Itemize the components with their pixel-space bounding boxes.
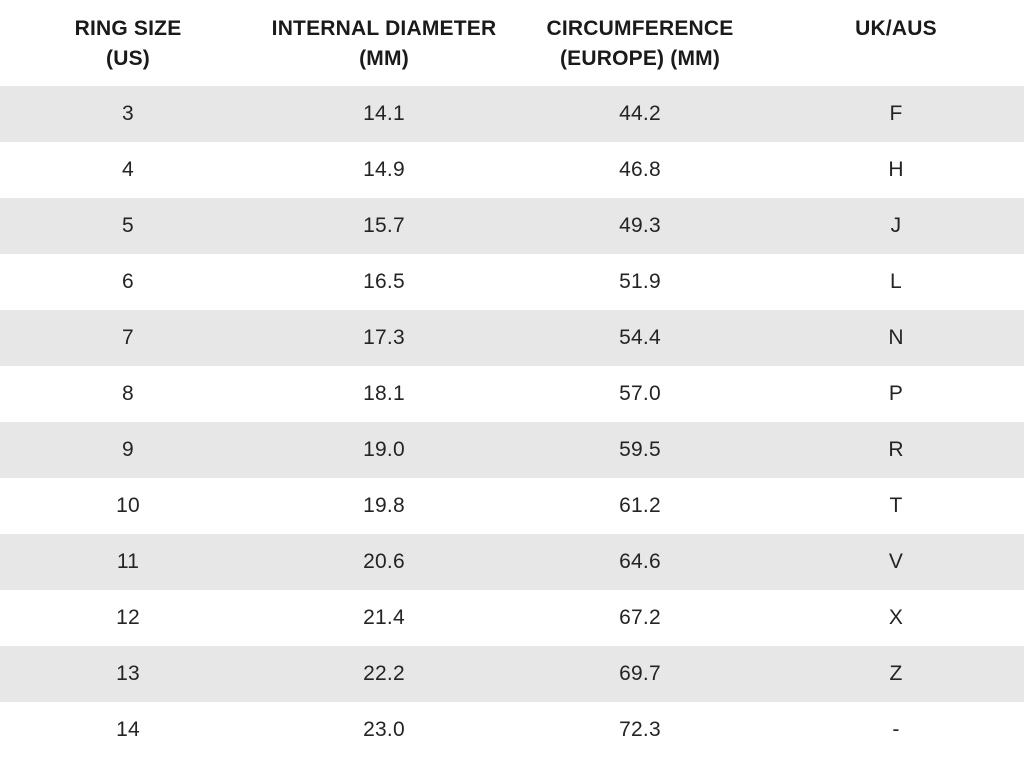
table-header-row: RING SIZE (US) INTERNAL DIAMETER (MM) CI… xyxy=(0,0,1024,86)
table-cell: 21.4 xyxy=(363,606,405,629)
table-cell: 57.0 xyxy=(619,382,661,405)
table-row: 6 16.5 51.9 L xyxy=(0,254,1024,310)
table-row: 3 14.1 44.2 F xyxy=(0,86,1024,142)
table-cell: - xyxy=(892,718,900,741)
table-cell: 14.9 xyxy=(363,158,405,181)
table-cell: 10 xyxy=(116,494,140,517)
table-row: 9 19.0 59.5 R xyxy=(0,422,1024,478)
table-cell: 54.4 xyxy=(619,326,661,349)
table-cell: 5 xyxy=(122,214,134,237)
table-cell: 7 xyxy=(122,326,134,349)
table-row: 11 20.6 64.6 V xyxy=(0,534,1024,590)
table-cell: 51.9 xyxy=(619,270,661,293)
column-header-circumference-europe-mm: CIRCUMFERENCE (EUROPE) (MM) xyxy=(546,17,734,70)
table-cell: 49.3 xyxy=(619,214,661,237)
table-cell: 44.2 xyxy=(619,102,661,125)
table-cell: 19.0 xyxy=(363,438,405,461)
table-cell: 46.8 xyxy=(619,158,661,181)
table-cell: 12 xyxy=(116,606,140,629)
column-header-ring-size-us: RING SIZE (US) xyxy=(74,17,182,70)
table-row: 13 22.2 69.7 Z xyxy=(0,646,1024,702)
table-cell: 20.6 xyxy=(363,550,405,573)
table-cell: 18.1 xyxy=(363,382,405,405)
table-cell: 4 xyxy=(122,158,134,181)
table-cell: F xyxy=(889,102,903,125)
table-cell: Z xyxy=(889,662,903,685)
table-cell: 8 xyxy=(122,382,134,405)
table-cell: 22.2 xyxy=(363,662,405,685)
table-cell: 16.5 xyxy=(363,270,405,293)
table-row: 10 19.8 61.2 T xyxy=(0,478,1024,534)
table-cell: R xyxy=(888,438,904,461)
table-row: 7 17.3 54.4 N xyxy=(0,310,1024,366)
column-header-internal-diameter-mm: INTERNAL DIAMETER (MM) xyxy=(271,17,497,70)
table-cell: J xyxy=(890,214,902,237)
table-cell: 69.7 xyxy=(619,662,661,685)
table-cell: 11 xyxy=(116,550,140,573)
table-cell: T xyxy=(889,494,903,517)
table-cell: 3 xyxy=(122,102,134,125)
table-row: 14 23.0 72.3 - xyxy=(0,702,1024,758)
table-cell: P xyxy=(888,382,904,405)
table-cell: 23.0 xyxy=(363,718,405,741)
column-header-uk-aus: UK/AUS xyxy=(855,17,937,40)
table-cell: 61.2 xyxy=(619,494,661,517)
table-cell: 67.2 xyxy=(619,606,661,629)
table-cell: 64.6 xyxy=(619,550,661,573)
table-cell: 13 xyxy=(116,662,140,685)
table-row: 4 14.9 46.8 H xyxy=(0,142,1024,198)
table-row: 12 21.4 67.2 X xyxy=(0,590,1024,646)
table-cell: N xyxy=(888,326,904,349)
table-cell: V xyxy=(888,550,904,573)
table-body: 3 14.1 44.2 F 4 14.9 46.8 H 5 15.7 49.3 J 6 16.5 51.9 L… xyxy=(0,86,1024,758)
table-cell: L xyxy=(890,270,902,293)
table-cell: 9 xyxy=(122,438,134,461)
table-cell: 19.8 xyxy=(363,494,405,517)
table-cell: 17.3 xyxy=(363,326,405,349)
table-row: 5 15.7 49.3 J xyxy=(0,198,1024,254)
table-cell: H xyxy=(888,158,904,181)
table-cell: 59.5 xyxy=(619,438,661,461)
table-cell: 15.7 xyxy=(363,214,405,237)
table-cell: X xyxy=(888,606,904,629)
table-cell: 72.3 xyxy=(619,718,661,741)
table-row: 8 18.1 57.0 P xyxy=(0,366,1024,422)
table-cell: 14 xyxy=(116,718,140,741)
table-cell: 14.1 xyxy=(363,102,405,125)
table-cell: 6 xyxy=(122,270,134,293)
